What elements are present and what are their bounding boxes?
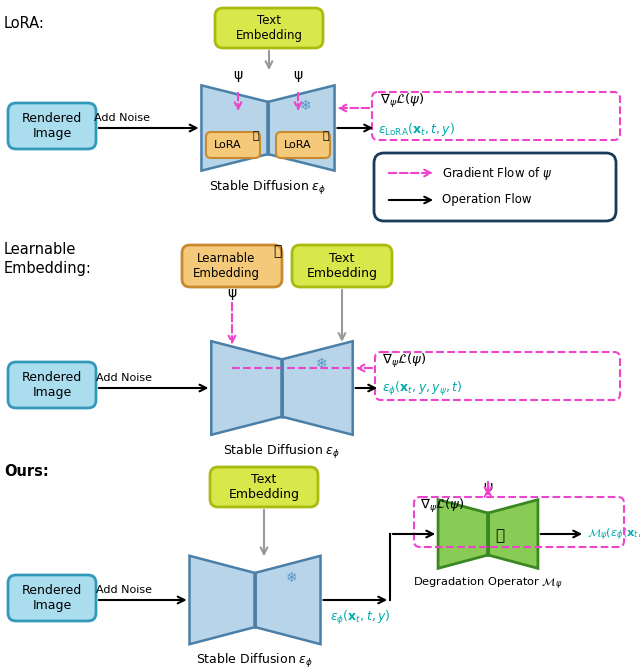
Text: Gradient Flow of $\psi$: Gradient Flow of $\psi$ [442,165,552,181]
Polygon shape [438,500,488,568]
Text: $\nabla_\psi\mathcal{L}(\psi)$: $\nabla_\psi\mathcal{L}(\psi)$ [420,497,465,515]
Text: 🔥: 🔥 [323,131,330,141]
FancyBboxPatch shape [206,132,260,158]
Text: $\nabla_\psi\mathcal{L}(\psi)$: $\nabla_\psi\mathcal{L}(\psi)$ [382,352,427,370]
Text: Ours:: Ours: [4,464,49,479]
Text: LoRA:: LoRA: [4,16,45,31]
Polygon shape [282,342,353,435]
Text: $\nabla_\psi\mathcal{L}(\psi)$: $\nabla_\psi\mathcal{L}(\psi)$ [380,92,424,110]
FancyBboxPatch shape [292,245,392,287]
Text: LoRA: LoRA [284,140,312,150]
FancyBboxPatch shape [215,8,323,48]
Polygon shape [211,342,282,435]
Polygon shape [488,500,538,568]
Text: 🔥: 🔥 [273,244,281,258]
Text: ψ: ψ [227,286,237,300]
Text: ❄: ❄ [286,571,298,585]
Text: Text
Embedding: Text Embedding [236,14,303,42]
Polygon shape [202,85,268,171]
Polygon shape [269,85,335,171]
Text: Rendered
Image: Rendered Image [22,371,82,399]
FancyBboxPatch shape [8,362,96,408]
FancyBboxPatch shape [8,103,96,149]
Text: ψ: ψ [293,68,303,82]
Text: 🔥: 🔥 [253,131,259,141]
Text: Operation Flow: Operation Flow [442,193,531,207]
Text: Stable Diffusion $\epsilon_\phi$: Stable Diffusion $\epsilon_\phi$ [223,443,340,461]
Text: Text
Embedding: Text Embedding [228,473,300,501]
Text: Learnable
Embedding: Learnable Embedding [193,252,259,280]
Text: Rendered
Image: Rendered Image [22,584,82,612]
Text: Add Noise: Add Noise [96,585,152,595]
Text: Stable Diffusion $\epsilon_\phi$: Stable Diffusion $\epsilon_\phi$ [196,652,314,667]
Text: Rendered
Image: Rendered Image [22,112,82,140]
Text: Learnable
Embedding:: Learnable Embedding: [4,242,92,275]
Text: ❄: ❄ [300,99,312,113]
FancyBboxPatch shape [374,153,616,221]
Text: Text
Embedding: Text Embedding [307,252,378,280]
Text: ψ: ψ [483,480,493,494]
Text: Degradation Operator $\mathcal{M}_\psi$: Degradation Operator $\mathcal{M}_\psi$ [413,576,563,592]
Polygon shape [189,556,255,644]
Text: Stable Diffusion $\epsilon_\phi$: Stable Diffusion $\epsilon_\phi$ [209,179,326,197]
Text: $\epsilon_{\rm LoRA}(\mathbf{x}_t, t, y)$: $\epsilon_{\rm LoRA}(\mathbf{x}_t, t, y)… [378,121,455,137]
FancyBboxPatch shape [182,245,282,287]
Text: ❄: ❄ [316,357,328,371]
Text: $\epsilon_\phi(\mathbf{x}_t, y, y_\psi, t)$: $\epsilon_\phi(\mathbf{x}_t, y, y_\psi, … [382,380,463,398]
FancyBboxPatch shape [8,575,96,621]
Text: Add Noise: Add Noise [94,113,150,123]
Text: Add Noise: Add Noise [96,373,152,383]
Text: $\epsilon_\phi(\mathbf{x}_t, t, y)$: $\epsilon_\phi(\mathbf{x}_t, t, y)$ [330,609,390,627]
Text: LoRA: LoRA [214,140,242,150]
Text: 🔥: 🔥 [495,528,504,544]
FancyBboxPatch shape [210,467,318,507]
Polygon shape [255,556,321,644]
Text: $\mathcal{M}_\psi(\epsilon_\phi(\mathbf{x}_t, t, y))$: $\mathcal{M}_\psi(\epsilon_\phi(\mathbf{… [587,527,640,543]
Text: ψ: ψ [234,68,243,82]
FancyBboxPatch shape [276,132,330,158]
